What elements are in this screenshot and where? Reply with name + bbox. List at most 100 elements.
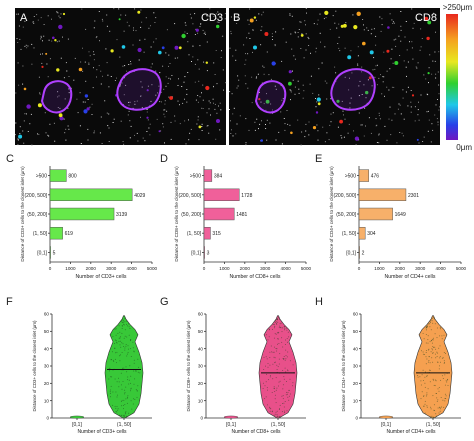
tissue-speck <box>265 109 267 111</box>
tissue-speck <box>188 54 190 56</box>
violin-point <box>441 338 443 340</box>
tissue-speck <box>17 42 19 43</box>
tissue-speck <box>237 85 239 87</box>
violin-point <box>279 404 281 406</box>
immune-cell-dot <box>315 111 319 114</box>
tissue-speck <box>405 66 407 68</box>
tissue-speck <box>70 87 72 89</box>
tissue-speck <box>108 141 110 142</box>
violin-point <box>282 358 284 359</box>
tissue-speck <box>179 104 180 106</box>
violin-point <box>114 343 116 344</box>
tissue-speck <box>280 111 282 113</box>
tissue-speck <box>48 135 50 137</box>
bar <box>358 169 369 182</box>
y-axis-title: Distance of CD4+ cells to the closest is… <box>341 320 346 412</box>
tissue-speck <box>63 77 65 79</box>
tissue-speck <box>292 79 294 81</box>
tissue-speck <box>140 95 142 97</box>
violin-point <box>121 388 123 390</box>
violin-point <box>430 329 432 331</box>
x-tick-label: [0,1] <box>226 422 236 428</box>
x-tick-label: 0 <box>49 266 52 271</box>
tissue-speck <box>350 97 352 99</box>
tissue-speck <box>352 14 354 16</box>
violin-point <box>130 348 132 350</box>
y-tick-label: 20 <box>198 381 204 386</box>
y-tick-label: 40 <box>44 346 50 351</box>
islet-a-2 <box>116 68 162 111</box>
violin-point <box>438 387 440 388</box>
tissue-speck <box>109 30 111 32</box>
tissue-speck <box>416 67 418 69</box>
bar-value-label: 1728 <box>241 193 252 199</box>
tissue-speck <box>261 120 262 122</box>
violin-small <box>223 415 239 419</box>
tissue-speck <box>114 80 116 81</box>
tissue-speck <box>108 86 110 88</box>
tissue-speck <box>15 134 16 136</box>
violin-point <box>273 351 275 353</box>
tissue-speck <box>270 78 272 80</box>
violin-point <box>119 331 121 333</box>
tissue-speck <box>399 55 401 56</box>
violin-point <box>278 327 280 329</box>
violin-point <box>274 357 276 359</box>
tissue-speck <box>68 88 69 90</box>
violin-point <box>133 398 135 400</box>
tissue-speck <box>170 78 171 80</box>
tissue-speck <box>146 111 148 113</box>
tissue-speck <box>155 70 157 72</box>
tissue-speck <box>177 85 179 86</box>
violin-point <box>285 349 287 351</box>
tissue-speck <box>438 84 440 86</box>
tissue-speck <box>245 83 247 85</box>
violin-point <box>126 371 128 373</box>
violin-point <box>429 369 431 371</box>
tissue-speck <box>171 75 173 76</box>
violin-point <box>114 328 116 330</box>
tissue-speck <box>396 142 398 144</box>
tissue-speck <box>95 37 97 39</box>
violin-point <box>126 402 128 404</box>
tissue-speck <box>107 125 109 127</box>
violin-point <box>274 391 276 392</box>
violin-point <box>123 399 125 401</box>
tissue-speck <box>202 108 204 109</box>
tissue-speck <box>263 66 265 68</box>
tissue-speck <box>217 11 219 13</box>
violin-point <box>122 343 124 345</box>
tissue-speck <box>143 51 145 53</box>
violin-point <box>274 333 276 335</box>
tissue-speck <box>244 63 246 65</box>
tissue-speck <box>281 99 283 101</box>
immune-cell-dot <box>339 119 343 124</box>
immune-cell-dot <box>253 16 257 19</box>
violin-point <box>124 321 126 323</box>
tissue-speck <box>201 126 203 127</box>
tissue-speck <box>188 119 189 121</box>
violin-point <box>117 408 119 410</box>
immune-cell-dot <box>58 113 63 118</box>
tissue-speck <box>127 114 129 116</box>
violin-point <box>439 326 441 328</box>
violin-point <box>422 369 424 371</box>
tissue-speck <box>317 139 319 141</box>
violin-point <box>426 392 428 394</box>
tissue-speck <box>310 75 312 77</box>
immune-cell-dot <box>198 125 202 129</box>
y-tick-label: 50 <box>353 329 359 334</box>
tissue-speck <box>428 67 430 69</box>
tissue-speck <box>47 76 49 78</box>
tissue-speck <box>220 57 222 58</box>
tissue-speck <box>337 43 339 44</box>
tissue-speck <box>378 134 380 136</box>
violin-point <box>130 375 132 377</box>
violin-point <box>124 412 126 414</box>
tissue-speck <box>359 80 361 82</box>
violin-point <box>278 385 279 387</box>
violin-point <box>432 346 434 347</box>
violin-point <box>124 347 126 349</box>
tissue-speck <box>149 134 151 136</box>
immune-cell-dot <box>216 24 220 29</box>
